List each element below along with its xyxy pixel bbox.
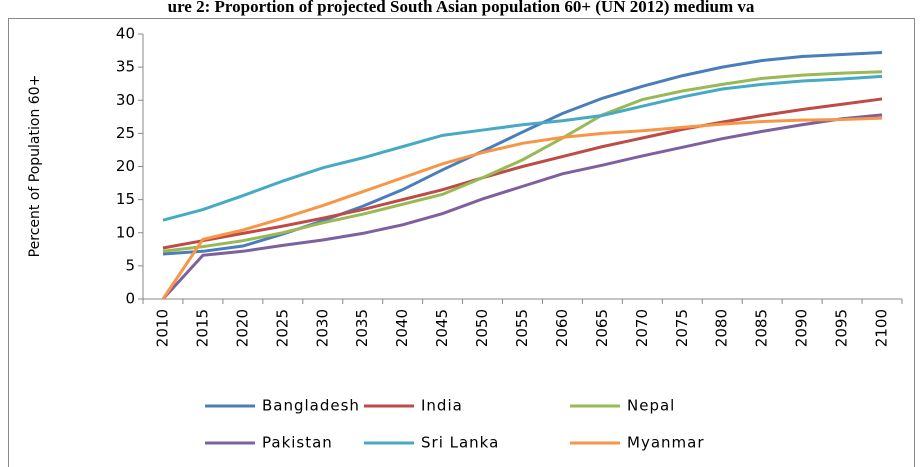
x-tick-label: 2050 bbox=[473, 309, 491, 347]
y-tick-label: 5 bbox=[125, 256, 135, 274]
x-tick-label: 2030 bbox=[313, 309, 331, 347]
x-tick-label: 2025 bbox=[273, 309, 291, 347]
x-tick-label: 2055 bbox=[513, 309, 531, 347]
y-tick-label: 10 bbox=[116, 223, 135, 241]
x-tick-label: 2035 bbox=[353, 309, 371, 347]
legend-label: Sri Lanka bbox=[421, 434, 499, 452]
chart-title: ure 2: Proportion of projected South Asi… bbox=[168, 0, 755, 16]
x-tick-label: 2085 bbox=[753, 309, 771, 347]
y-tick-label: 40 bbox=[116, 25, 135, 43]
x-tick-label: 2100 bbox=[873, 309, 891, 347]
y-tick-label: 0 bbox=[125, 290, 135, 308]
x-tick-label: 2060 bbox=[553, 309, 571, 347]
legend-label: Nepal bbox=[627, 397, 675, 415]
legend-label: Pakistan bbox=[262, 434, 333, 452]
y-tick-label: 20 bbox=[116, 157, 135, 175]
series-line bbox=[162, 74, 883, 222]
legend-label: Myanmar bbox=[627, 434, 705, 452]
x-tick-label: 2010 bbox=[153, 309, 171, 347]
y-tick-label: 15 bbox=[116, 190, 135, 208]
y-tick-label: 35 bbox=[116, 58, 135, 76]
x-tick-label: 2040 bbox=[393, 309, 411, 347]
series-line bbox=[162, 97, 883, 250]
x-tick-label: 2065 bbox=[593, 309, 611, 347]
x-tick-label: 2095 bbox=[833, 309, 851, 347]
y-tick-label: 25 bbox=[116, 124, 135, 142]
chart-frame bbox=[8, 18, 915, 467]
y-tick-label: 30 bbox=[116, 91, 135, 109]
x-tick-label: 2015 bbox=[193, 309, 211, 347]
x-tick-label: 2020 bbox=[233, 309, 251, 347]
series-line bbox=[161, 116, 883, 300]
x-tick-label: 2090 bbox=[793, 309, 811, 347]
x-tick-label: 2045 bbox=[433, 309, 451, 347]
legend-label: Bangladesh bbox=[262, 397, 360, 415]
legend-label: India bbox=[421, 397, 463, 415]
x-tick-label: 2075 bbox=[673, 309, 691, 347]
series-line bbox=[162, 70, 883, 253]
series-line bbox=[161, 113, 883, 301]
x-tick-label: 2070 bbox=[633, 309, 651, 347]
y-axis-label: Percent of Population 60+ bbox=[27, 75, 43, 258]
x-tick-label: 2080 bbox=[713, 309, 731, 347]
